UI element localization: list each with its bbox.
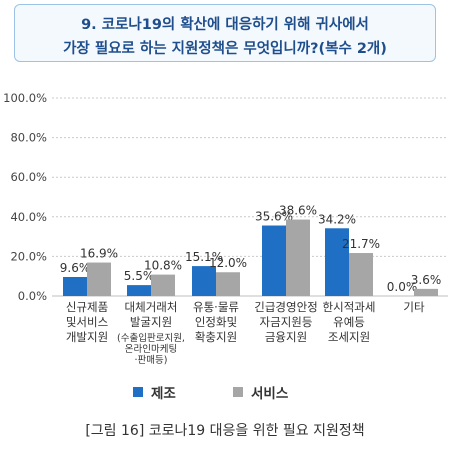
- y-tick-label: 60.0%: [10, 170, 47, 184]
- legend-swatch-service: [233, 387, 243, 397]
- bar-manufacturing: [325, 228, 349, 296]
- category-label: 자금지원등: [260, 315, 313, 329]
- category-label: 유예등: [333, 315, 365, 329]
- y-tick-label: 100.0%: [3, 91, 47, 105]
- bar-service: [286, 219, 310, 296]
- legend-label-service: 서비스: [251, 386, 289, 402]
- data-label-manufacturing: 0.0%: [387, 280, 418, 294]
- category-label: (수출입판로지원,: [117, 332, 185, 344]
- category-label: 확충지원: [195, 330, 237, 344]
- y-tick-label: 40.0%: [10, 210, 47, 224]
- chart-title-box: 9. 코로나19의 확산에 대응하기 위해 귀사에서 가장 필요로 하는 지원정…: [14, 4, 436, 62]
- data-label-service: 38.6%: [279, 204, 317, 218]
- data-label-service: 3.6%: [411, 273, 442, 287]
- bar-service: [151, 274, 175, 296]
- legend-item-service: 서비스: [233, 382, 288, 402]
- category-label: 발굴지원: [130, 315, 172, 329]
- bar-manufacturing: [127, 285, 151, 296]
- category-label: 개발지원: [66, 330, 108, 344]
- data-label-manufacturing: 35.6%: [255, 210, 293, 224]
- data-label-manufacturing: 9.6%: [60, 261, 91, 275]
- category-label: 한시적과세: [323, 300, 376, 314]
- category-label: 금융지원: [265, 330, 307, 344]
- category-label: 긴급경영안정: [254, 300, 317, 314]
- bar-service: [414, 288, 438, 296]
- chart-title-line-1: 9. 코로나19의 확산에 대응하기 위해 귀사에서: [81, 17, 369, 33]
- category-label: 대체거래처: [125, 300, 178, 314]
- data-label-service: 10.8%: [144, 259, 182, 273]
- category-label: 신규제품: [66, 300, 108, 314]
- figure-caption: [그림 16] 코로나19 대응을 위한 필요 지원정책: [85, 423, 365, 439]
- y-tick-label: 80.0%: [10, 131, 47, 145]
- data-label-service: 12.0%: [209, 256, 247, 270]
- category-label: 조세지원: [328, 330, 370, 344]
- legend-item-manufacturing: 제조: [133, 382, 176, 402]
- category-label: ·판매등): [135, 355, 168, 366]
- chart-title-line-2: 가장 필요로 하는 지원정책은 무엇입니까?(복수 2개): [63, 41, 387, 57]
- bar-service: [349, 253, 373, 296]
- bar-manufacturing: [63, 276, 87, 296]
- category-label: 온라인마케팅: [125, 344, 177, 355]
- category-label: 및서비스: [66, 315, 108, 329]
- bar-service: [216, 272, 240, 296]
- data-label-manufacturing: 5.5%: [124, 269, 155, 283]
- bar-service: [87, 262, 111, 296]
- data-label-manufacturing: 15.1%: [185, 250, 223, 264]
- data-label-service: 16.9%: [80, 247, 118, 261]
- chart-legend: 제조 서비스: [0, 382, 450, 402]
- data-label-service: 21.7%: [342, 237, 380, 251]
- legend-swatch-manufacturing: [133, 387, 143, 397]
- bar-manufacturing: [192, 266, 216, 296]
- bar-manufacturing: [262, 225, 286, 296]
- y-tick-label: 0.0%: [18, 289, 47, 303]
- category-label: 기타: [403, 300, 425, 314]
- category-label: 인정화및: [195, 315, 237, 329]
- y-tick-label: 20.0%: [10, 249, 47, 263]
- data-label-manufacturing: 34.2%: [318, 212, 356, 226]
- category-label: 유통·물류: [193, 300, 239, 314]
- legend-label-manufacturing: 제조: [151, 386, 176, 402]
